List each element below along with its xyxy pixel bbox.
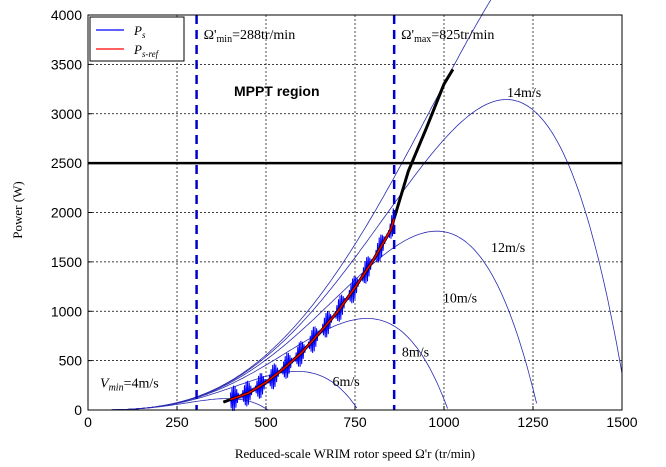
y-tick-label: 2000 xyxy=(51,205,82,221)
x-tick-label: 1000 xyxy=(428,414,459,430)
y-tick-label: 4000 xyxy=(51,7,82,23)
wind-speed-label: 10m/s xyxy=(443,291,477,306)
wind-speed-label: 6m/s xyxy=(332,375,359,390)
x-tick-label: 500 xyxy=(254,414,278,430)
mppt-region-label: MPPT region xyxy=(234,83,320,99)
y-axis-label: Power (W) xyxy=(10,181,25,238)
y-tick-label: 0 xyxy=(74,402,82,418)
y-tick-label: 500 xyxy=(59,353,83,369)
y-tick-label: 2500 xyxy=(51,155,82,171)
y-tick-label: 1000 xyxy=(51,303,82,319)
x-tick-label: 750 xyxy=(343,414,367,430)
x-axis-label: Reduced-scale WRIM rotor speed Ω'r (tr/m… xyxy=(235,446,475,461)
x-tick-label: 1500 xyxy=(606,414,637,430)
x-tick-label: 250 xyxy=(165,414,189,430)
y-tick-label: 1500 xyxy=(51,254,82,270)
x-tick-label: 1250 xyxy=(517,414,548,430)
wind-speed-label: 8m/s xyxy=(402,346,429,361)
y-tick-label: 3000 xyxy=(51,106,82,122)
wind-speed-label: 14m/s xyxy=(507,86,541,101)
y-tick-label: 3500 xyxy=(51,56,82,72)
wind-speed-label: 12m/s xyxy=(491,241,525,256)
x-tick-label: 0 xyxy=(84,414,92,430)
